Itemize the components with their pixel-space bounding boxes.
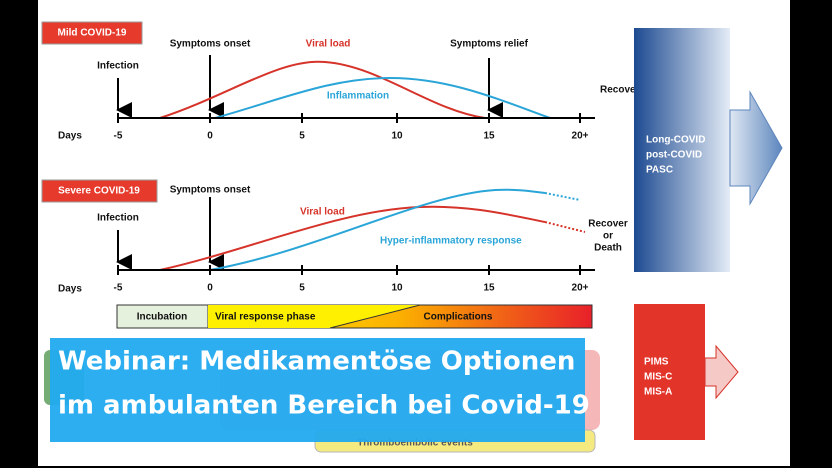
pims: PIMS MIS-C MIS-A xyxy=(634,304,739,440)
text: Symptoms relief xyxy=(450,39,528,50)
curve xyxy=(214,76,551,119)
label: Mild COVID-19 xyxy=(58,28,127,39)
text: PIMS xyxy=(644,357,669,368)
curve xyxy=(159,205,546,271)
phase xyxy=(208,305,420,328)
text: or xyxy=(603,231,613,242)
text: Symptoms onset xyxy=(170,39,251,50)
tick-label: 5 xyxy=(299,283,305,294)
text: post-COVID xyxy=(646,150,702,161)
tick-label: 10 xyxy=(391,131,403,142)
text: Recover xyxy=(588,219,628,230)
severe-panel: Severe COVID-19 Symptoms onset Viral loa… xyxy=(41,179,628,295)
overlay-banner: Webinar: Medikamentöse Optionen im ambul… xyxy=(50,338,590,442)
tick-label: 20+ xyxy=(572,283,589,294)
text: Viral response phase xyxy=(215,312,316,323)
long-covid: Long-COVID post-COVID PASC xyxy=(634,28,783,272)
label: Severe COVID-19 xyxy=(58,186,140,197)
tick-label: 0 xyxy=(207,131,213,142)
divider xyxy=(329,304,421,329)
curve xyxy=(544,192,581,201)
tick-label: -5 xyxy=(114,131,123,142)
text: Death xyxy=(594,243,622,254)
curve xyxy=(209,188,546,271)
curve xyxy=(159,60,486,119)
text: Thromboembolic events xyxy=(357,438,473,449)
phase-bar: Incubation Viral response phase Complica… xyxy=(116,304,593,329)
banner xyxy=(50,338,585,442)
arrow xyxy=(704,344,739,400)
tick-label: -5 xyxy=(114,283,123,294)
box xyxy=(634,304,705,440)
mild-panel: Mild COVID-19 Symptoms onset Viral load … xyxy=(41,21,645,142)
label-box xyxy=(41,21,143,45)
text: PASC xyxy=(646,165,673,176)
text: Days xyxy=(58,284,82,295)
tick-label: 10 xyxy=(391,283,403,294)
text: Hyper-inflammatory response xyxy=(380,236,522,247)
text: Infection xyxy=(97,61,139,72)
banner-text: Webinar: Medikamentöse Optionen xyxy=(58,347,575,377)
text: Infection xyxy=(97,213,139,224)
text: Complications xyxy=(424,312,493,323)
text: Incubation xyxy=(137,312,188,323)
text: Days xyxy=(58,131,82,142)
tick-label: 15 xyxy=(483,131,495,142)
text: Symptoms onset xyxy=(170,185,251,196)
tick-label: 20+ xyxy=(572,131,589,142)
text: MIS-A xyxy=(644,387,672,398)
arrow xyxy=(729,90,783,206)
tick-label: 0 xyxy=(207,283,213,294)
text: Long-COVID xyxy=(646,135,705,146)
text: Recovery xyxy=(600,85,645,96)
tick-label: 5 xyxy=(299,131,305,142)
text: Viral load xyxy=(306,39,351,50)
banner-text: im ambulanten Bereich bei Covid-19 xyxy=(58,391,590,421)
text: MIS-C xyxy=(644,372,672,383)
curve xyxy=(544,221,586,233)
label-box xyxy=(41,179,158,203)
text: Inflammation xyxy=(327,91,389,102)
text: Viral load xyxy=(300,207,345,218)
box xyxy=(634,28,730,272)
tick-label: 15 xyxy=(483,283,495,294)
